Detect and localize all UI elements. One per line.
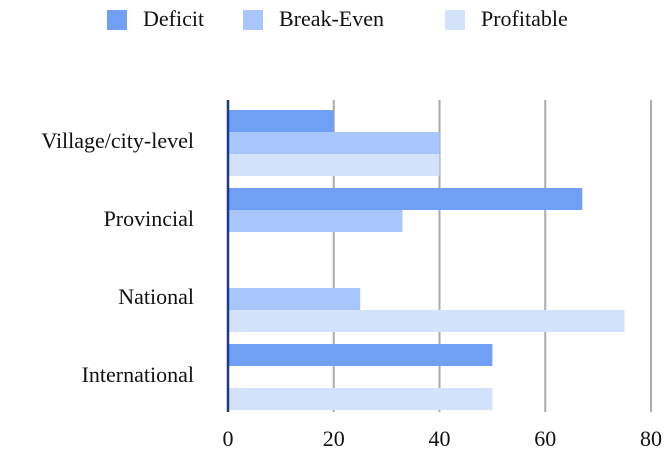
bar — [228, 310, 625, 332]
bar — [228, 210, 403, 232]
x-tick-label: 60 — [534, 426, 556, 451]
bar — [228, 188, 583, 210]
x-tick-label: 80 — [640, 426, 662, 451]
x-tick-label: 0 — [223, 426, 234, 451]
legend-swatch — [243, 10, 263, 30]
legend-swatch — [107, 10, 127, 30]
legend-swatch — [445, 10, 465, 30]
x-tick-label: 40 — [429, 426, 451, 451]
legend-label: Deficit — [143, 6, 204, 31]
bar — [228, 344, 493, 366]
y-tick-label: Provincial — [104, 206, 194, 231]
bar — [228, 110, 334, 132]
bar — [228, 132, 440, 154]
y-tick-label: International — [82, 362, 194, 387]
bar — [228, 388, 493, 410]
x-tick-label: 20 — [323, 426, 345, 451]
bar — [228, 154, 440, 176]
y-tick-label: Village/city-level — [41, 128, 194, 153]
legend-label: Break-Even — [279, 6, 384, 31]
y-tick-label: National — [118, 284, 194, 309]
legend-label: Profitable — [481, 6, 568, 31]
bar — [228, 288, 361, 310]
